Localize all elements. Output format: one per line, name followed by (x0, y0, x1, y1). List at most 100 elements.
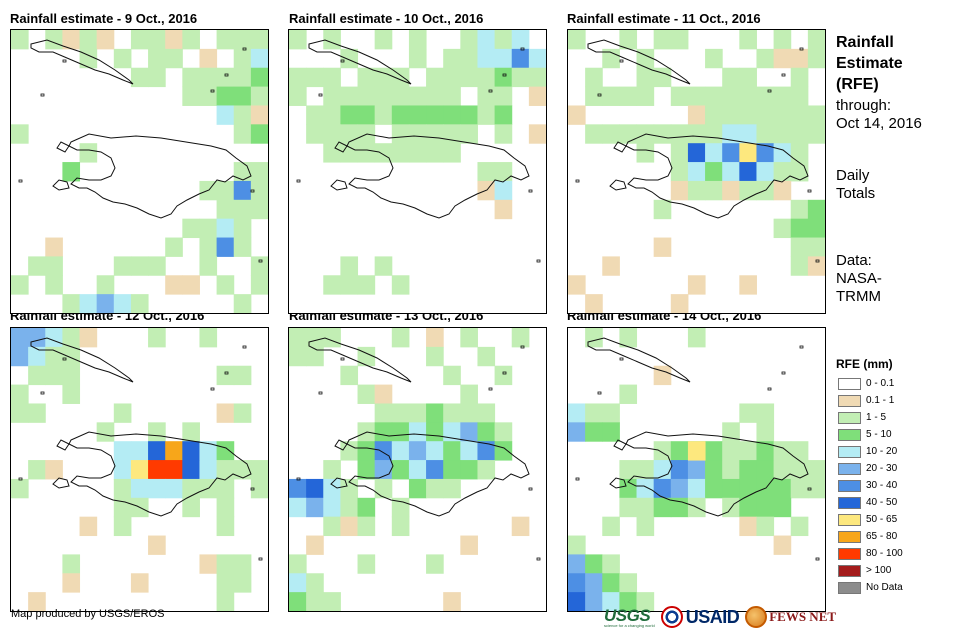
rainfall-cell (96, 30, 115, 50)
rainfall-cell (756, 516, 775, 537)
rainfall-cell (306, 592, 324, 611)
rainfall-cell (426, 328, 444, 348)
rainfall-cell (602, 554, 620, 574)
rainfall-cell (340, 86, 359, 106)
rainfall-cell (323, 124, 341, 144)
rainfall-cell (374, 422, 393, 442)
rainfall-cell (790, 218, 809, 239)
rainfall-cell (773, 30, 792, 50)
map-canvas (568, 30, 825, 313)
rainfall-cell (233, 105, 252, 125)
rainfall-cell (722, 441, 740, 461)
small-island (340, 357, 345, 361)
rainfall-cell (408, 422, 427, 442)
rainfall-cell (199, 460, 218, 480)
small-island (807, 189, 812, 193)
rainfall-cell (619, 30, 638, 50)
legend-swatch (838, 411, 861, 424)
rainfall-cell (340, 256, 359, 276)
usaid-logo: USAID (660, 606, 740, 628)
rainfall-map-oct-14 (567, 327, 826, 612)
legend-swatch (838, 513, 861, 526)
rainfall-cell (568, 592, 586, 611)
rainfall-cell (391, 105, 410, 125)
rainfall-cell (408, 143, 427, 163)
rainfall-cell (687, 143, 706, 163)
panel-title-oct-9: Rainfall estimate - 9 Oct., 2016 (10, 11, 198, 26)
coastline-path (308, 337, 412, 383)
rainfall-cell (653, 237, 672, 257)
rainfall-cell (11, 384, 29, 404)
rainfall-cell (306, 346, 324, 367)
rainfall-cell (756, 441, 775, 461)
rainfall-cell (11, 478, 29, 499)
rainfall-cell (773, 218, 792, 239)
small-island (815, 259, 820, 263)
rainfall-cell (528, 48, 546, 69)
rainfall-cell (323, 328, 341, 348)
small-island (575, 477, 580, 481)
legend-item: 0.1 - 1 (838, 393, 903, 408)
rainfall-cell (705, 441, 723, 461)
rainfall-cell (722, 67, 740, 88)
coastline-path (30, 39, 134, 85)
rainfall-cell (756, 460, 775, 480)
rainfall-cell (443, 460, 461, 480)
rainfall-cell (28, 592, 46, 611)
rainfall-cell (670, 460, 689, 480)
coastline-path (587, 337, 691, 383)
rainfall-cell (199, 237, 218, 257)
rainfall-cell (568, 554, 586, 574)
legend-item: 80 - 100 (838, 546, 903, 561)
rainfall-cell (323, 105, 341, 125)
rainfall-cell (182, 422, 200, 442)
legend-item: > 100 (838, 563, 903, 578)
rainfall-cell (96, 422, 115, 442)
rainfall-cell (568, 535, 586, 555)
rainfall-cell (130, 441, 149, 461)
small-island (597, 391, 602, 395)
rainfall-cell (807, 256, 825, 276)
rainfall-cell (477, 162, 496, 182)
rainfall-cell (705, 460, 723, 480)
through-value: Oct 14, 2016 (836, 115, 922, 132)
legend-label: 10 - 20 (866, 446, 898, 457)
coastline-path (609, 179, 627, 191)
rainfall-cell (408, 124, 427, 144)
usgs-logo: USGS science for a changing world (604, 607, 655, 628)
small-island (781, 73, 786, 77)
rainfall-cell (357, 497, 376, 518)
legend-item: 65 - 80 (838, 529, 903, 544)
rainfall-cell (619, 573, 638, 593)
rainfall-cell (619, 460, 638, 480)
rainfall-cell (165, 237, 183, 257)
rainfall-cell (199, 441, 218, 461)
legend-item: 10 - 20 (838, 444, 903, 459)
rainfall-cell (357, 460, 376, 480)
rainfall-cell (28, 328, 46, 348)
rainfall-cell (460, 422, 478, 442)
rainfall-cell (182, 441, 200, 461)
rainfall-cell (670, 30, 689, 50)
rainfall-cell (130, 478, 149, 499)
rainfall-cell (408, 441, 427, 461)
rainfall-cell (391, 328, 410, 348)
rainfall-cell (756, 162, 775, 182)
rainfall-cell (653, 67, 672, 88)
rainfall-cell (306, 573, 324, 593)
rainfall-cell (233, 573, 252, 593)
rainfall-cell (460, 48, 478, 69)
map-canvas (11, 328, 268, 611)
rainfall-cell (306, 328, 324, 348)
rainfall-cell (233, 403, 252, 423)
rainfall-cell (45, 460, 63, 480)
legend-label: 1 - 5 (866, 412, 887, 423)
rainfall-cell (602, 422, 620, 442)
rainfall-cell (477, 86, 496, 106)
rainfall-cell (391, 516, 410, 537)
small-island (250, 189, 255, 193)
rainfall-cell (113, 48, 132, 69)
rainfall-cell (568, 573, 586, 593)
rainfall-cell (45, 328, 63, 348)
rainfall-cell (408, 48, 427, 69)
